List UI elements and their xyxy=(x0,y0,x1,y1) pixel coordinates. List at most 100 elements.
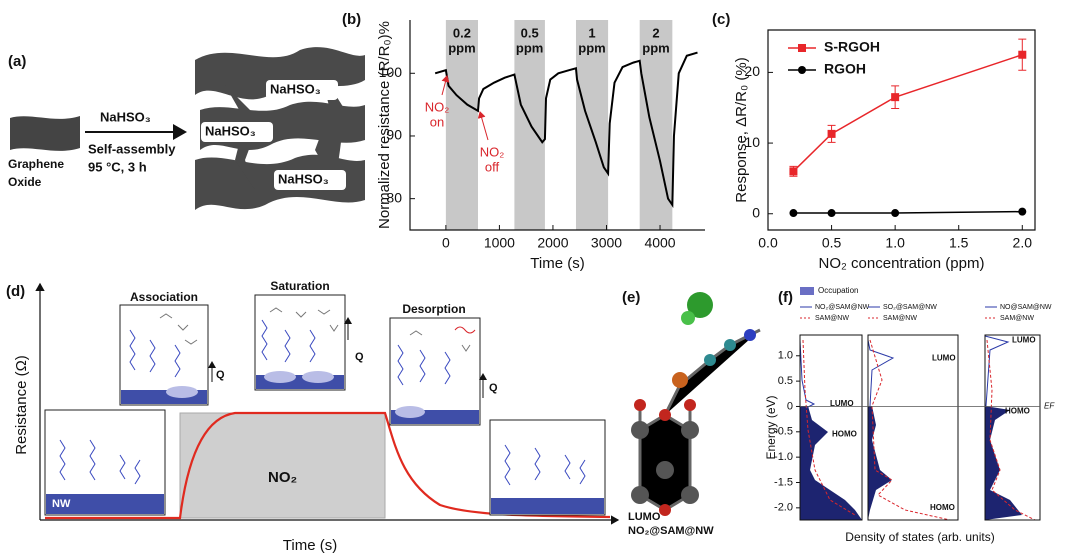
state-label: HOMO xyxy=(930,503,955,512)
heat-label: Q xyxy=(216,369,225,381)
data-point xyxy=(1018,207,1027,216)
panel-d: (d) NO₂ Resistance (Ω) Time (s) NW Assoc… xyxy=(6,279,620,554)
y-tick-label: 100 xyxy=(379,64,403,80)
state-label: HOMO xyxy=(832,429,857,438)
inset xyxy=(119,304,209,406)
dos-frame xyxy=(799,334,863,521)
annotation: on xyxy=(430,114,444,129)
data-line xyxy=(792,54,1023,172)
legend-label: SAM@NW xyxy=(815,315,849,322)
axis-label: Time (s) xyxy=(283,537,337,554)
data-point xyxy=(891,209,900,218)
legend-swatch xyxy=(800,287,814,295)
inset xyxy=(254,294,346,391)
band-label: 0.5 xyxy=(521,25,539,40)
panel-a: (a) Graphene Oxide NaHSO₃ Self-assembly … xyxy=(8,47,365,210)
fermi-label: EF xyxy=(1044,402,1055,411)
axes-frame xyxy=(767,29,1036,231)
x-axis-label: Time (s) xyxy=(530,255,584,272)
molecule-bonds xyxy=(638,328,761,512)
band-unit: ppm xyxy=(448,40,475,55)
annotation: NO₂ xyxy=(480,144,505,159)
panel-label: (b) xyxy=(342,11,361,28)
data-point xyxy=(1018,50,1027,59)
data-point xyxy=(891,93,900,102)
data-point xyxy=(789,209,798,218)
label-bg xyxy=(266,80,338,100)
panel-label: (c) xyxy=(712,11,730,28)
panel-label: (f) xyxy=(778,289,793,306)
label-bg xyxy=(201,122,273,142)
legend-marker xyxy=(798,44,806,52)
annotation-arrow xyxy=(441,75,450,96)
y-axis-label: Energy (eV) xyxy=(764,395,778,459)
stage-label: Association xyxy=(130,290,198,304)
legend-marker xyxy=(798,66,806,74)
start-label: Oxide xyxy=(8,175,42,189)
y-axis-label: Response, ΔR/R₀ (%) xyxy=(733,57,750,202)
x-tick-label: 2000 xyxy=(537,235,568,251)
data-point xyxy=(789,167,798,176)
heat-label: Q xyxy=(355,351,364,363)
inset xyxy=(389,317,481,426)
label-bg xyxy=(274,170,346,190)
heat-label: Q xyxy=(489,382,498,394)
state-label: LUMO xyxy=(1012,336,1036,345)
legend-label: Occupation xyxy=(818,286,858,295)
panel-label: (a) xyxy=(8,53,26,70)
x-tick-label: 1.5 xyxy=(949,235,969,251)
product-label: NaHSO₃ xyxy=(270,81,321,96)
y-tick-label: -1.5 xyxy=(774,476,793,488)
x-axis-label: NO₂ concentration (ppm) xyxy=(819,255,985,272)
y-tick-label: -1.0 xyxy=(774,451,793,463)
inset xyxy=(489,419,606,516)
y-tick-label: 10 xyxy=(744,134,760,150)
x-tick-label: 3000 xyxy=(591,235,622,251)
orbital-label: LUMO xyxy=(628,511,661,523)
y-tick-label: 20 xyxy=(744,63,760,79)
y-axis-label: Normalized resistance (R/R₀)% xyxy=(376,21,393,229)
system-label: NO₂@SAM@NW xyxy=(628,525,714,537)
dos-frame xyxy=(984,334,1041,521)
annotation: off xyxy=(485,159,500,174)
product-label: NaHSO₃ xyxy=(205,123,256,138)
band-unit: ppm xyxy=(642,40,669,55)
reagent: NaHSO₃ xyxy=(100,109,151,124)
exposure-band xyxy=(575,20,609,230)
legend-label: SAM@NW xyxy=(883,315,917,322)
band-unit: ppm xyxy=(578,40,605,55)
gas-region xyxy=(179,412,386,519)
graphene-sheet xyxy=(10,116,80,151)
x-tick-label: 1.0 xyxy=(885,235,905,251)
y-tick-label: -0.5 xyxy=(774,426,793,438)
product-label: NaHSO₃ xyxy=(278,171,329,186)
y-tick-label: 0 xyxy=(752,204,760,220)
data-point xyxy=(827,129,836,138)
data-point xyxy=(827,209,836,218)
start-label: Graphene xyxy=(8,157,64,171)
legend-label: NO@SAM@NW xyxy=(1000,304,1052,311)
dos-frame xyxy=(867,334,959,521)
panel-e: (e) LUMO NO₂@SAM@NW xyxy=(622,289,761,537)
dos-curves xyxy=(799,335,1036,521)
legend-label: S-RGOH xyxy=(824,39,880,55)
legend-label: RGOH xyxy=(824,61,866,77)
panel-label: (d) xyxy=(6,283,25,300)
state-label: LUMO xyxy=(830,399,854,408)
y-tick-label: 80 xyxy=(386,189,402,205)
band-label: 0.2 xyxy=(453,25,471,40)
x-tick-label: 4000 xyxy=(644,235,675,251)
data-line xyxy=(793,210,1023,214)
inset: NW xyxy=(44,409,166,516)
y-tick-label: -2.0 xyxy=(774,502,793,514)
y-tick-label: 90 xyxy=(386,127,402,143)
state-label: LUMO xyxy=(932,353,956,362)
x-tick-label: 0.0 xyxy=(758,235,778,251)
panel-label: (e) xyxy=(622,289,640,306)
condition: 95 °C, 3 h xyxy=(88,159,147,174)
legend-label: NO₂@SAM@NW xyxy=(815,304,870,311)
state-label: HOMO xyxy=(1005,407,1030,416)
legend-label: SO₂@SAM@NW xyxy=(883,304,937,311)
y-tick-label: 0.5 xyxy=(778,375,793,387)
